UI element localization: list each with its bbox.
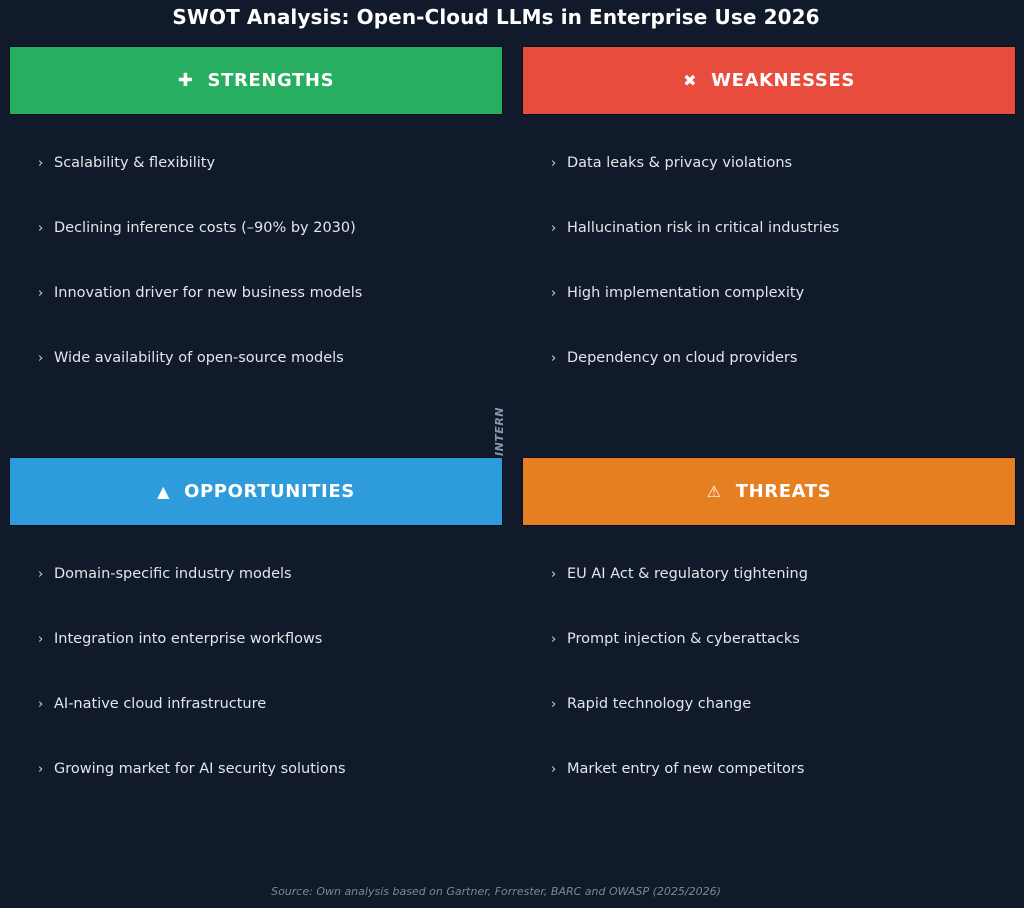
list-item: › Market entry of new competitors (551, 759, 804, 779)
threats-label: THREATS (735, 481, 832, 502)
chevron-right-icon: › (38, 286, 44, 301)
chevron-right-icon: › (38, 632, 44, 647)
chevron-right-icon: › (38, 567, 44, 582)
opportunities-label: OPPORTUNITIES (184, 481, 355, 502)
opportunities-header: ▲ OPPORTUNITIES (9, 457, 503, 526)
chevron-right-icon: › (551, 697, 557, 712)
list-item: › AI-native cloud infrastructure (38, 694, 266, 714)
list-item: › Declining inference costs (–90% by 2030… (38, 218, 356, 238)
triangle-up-icon: ▲ (157, 482, 171, 501)
list-item: › Domain-specific industry models (38, 564, 292, 584)
chevron-right-icon: › (551, 567, 557, 582)
chevron-right-icon: › (38, 221, 44, 236)
list-item: › High implementation complexity (551, 283, 804, 303)
chevron-right-icon: › (38, 351, 44, 366)
chevron-right-icon: › (551, 762, 557, 777)
source-note: Source: Own analysis based on Gartner, F… (271, 885, 721, 898)
watermark: INTERN (493, 407, 506, 456)
list-item: › Integration into enterprise workflows (38, 629, 322, 649)
chevron-right-icon: › (38, 762, 44, 777)
chevron-right-icon: › (551, 286, 557, 301)
chevron-right-icon: › (551, 156, 557, 171)
chevron-right-icon: › (551, 351, 557, 366)
chevron-right-icon: › (551, 632, 557, 647)
chevron-right-icon: › (38, 697, 44, 712)
strengths-label: STRENGTHS (207, 70, 335, 91)
list-item: › Growing market for AI security solution… (38, 759, 346, 779)
list-item: › Scalability & flexibility (38, 153, 215, 173)
threats-header: ⚠ THREATS (522, 457, 1016, 526)
list-item: › Rapid technology change (551, 694, 751, 714)
list-item: › Data leaks & privacy violations (551, 153, 792, 173)
weaknesses-header: ✖ WEAKNESSES (522, 46, 1016, 115)
plus-icon: ✚ (177, 70, 194, 91)
list-item: › Wide availability of open-source models (38, 348, 344, 368)
chevron-right-icon: › (551, 221, 557, 236)
list-item: › Prompt injection & cyberattacks (551, 629, 800, 649)
warning-icon: ⚠ (706, 482, 722, 501)
list-item: › Dependency on cloud providers (551, 348, 797, 368)
weaknesses-label: WEAKNESSES (711, 70, 855, 91)
list-item: › EU AI Act & regulatory tightening (551, 564, 808, 584)
page-title: SWOT Analysis: Open-Cloud LLMs in Enterp… (172, 5, 820, 29)
strengths-header: ✚ STRENGTHS (9, 46, 503, 115)
list-item: › Hallucination risk in critical industri… (551, 218, 839, 238)
chevron-right-icon: › (38, 156, 44, 171)
x-icon: ✖ (683, 71, 698, 90)
list-item: › Innovation driver for new business mode… (38, 283, 362, 303)
